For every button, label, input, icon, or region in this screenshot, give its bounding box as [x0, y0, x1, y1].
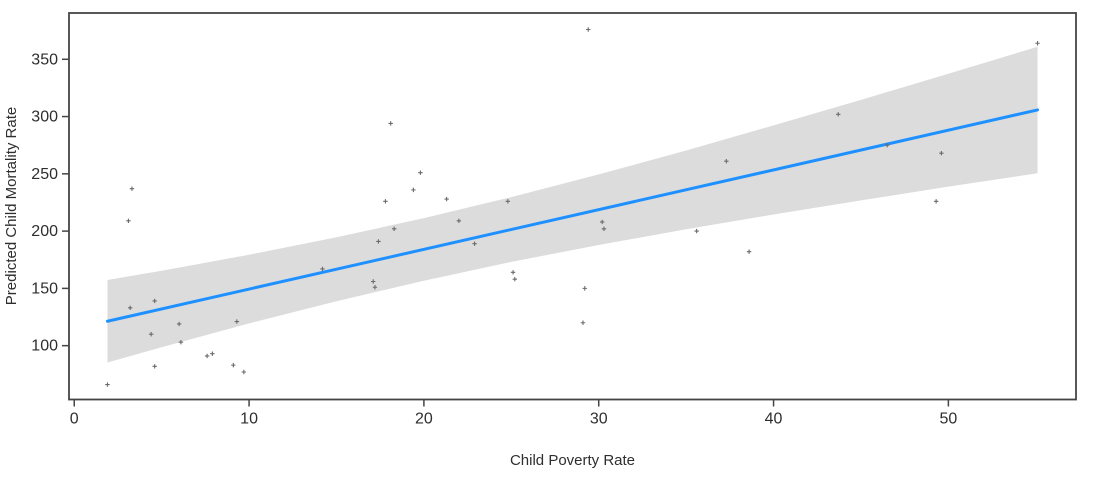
scatter-point [127, 305, 133, 311]
scatter-point [512, 277, 518, 282]
regression-line-layer [105, 108, 1040, 323]
axis-layer: 0 10 20 30 40 50 100 150 200 250 300 350 [31, 12, 1077, 428]
confidence-band [107, 46, 1038, 363]
x-tick-label: 20 [415, 411, 433, 428]
scatter-point [178, 340, 184, 345]
scatter-point [694, 228, 699, 234]
scatter-point [456, 218, 462, 223]
scatter-point [746, 249, 752, 254]
scatter-point [586, 27, 591, 32]
scatter-point [176, 321, 182, 327]
x-tick-label: 10 [240, 411, 258, 428]
regression-line [105, 108, 1040, 323]
scatter-point [505, 199, 511, 204]
scatter-point [1035, 41, 1040, 46]
scatter-point [231, 362, 236, 368]
scatter-point [391, 226, 397, 232]
scatter-point [388, 121, 393, 126]
y-tick-label: 150 [31, 280, 58, 297]
y-axis-title: Predicted Child Mortality Rate [3, 107, 20, 305]
scatter-point [600, 219, 605, 225]
scatter-point [152, 298, 157, 304]
plot-border [68, 12, 1077, 401]
x-axis-title: Child Poverty Rate [510, 452, 635, 469]
scatter-point [370, 279, 376, 284]
scatter-point [510, 270, 516, 275]
scatter-point [933, 199, 939, 204]
scatter-point [129, 186, 135, 191]
y-tick-label: 200 [31, 223, 58, 240]
scatter-point-layer [105, 27, 1040, 387]
scatter-point [376, 239, 381, 244]
scatter-point [411, 187, 416, 193]
scatter-point [383, 199, 388, 204]
scatter-point [724, 159, 729, 164]
x-tick-label: 40 [765, 411, 783, 428]
y-tick-label: 350 [31, 51, 58, 68]
scatter-point [939, 151, 944, 156]
scatter-point [204, 353, 210, 359]
x-tick-label: 0 [70, 411, 79, 428]
scatter-point [884, 142, 890, 148]
scatter-point [241, 369, 247, 375]
confidence-band-layer [107, 46, 1038, 363]
scatter-point [444, 196, 449, 202]
scatter-point [580, 320, 586, 325]
scatter-point [320, 266, 325, 272]
scatter-point [601, 226, 607, 232]
x-tick-label: 30 [590, 411, 608, 428]
scatter-point [472, 241, 477, 246]
scatter-point [148, 332, 154, 337]
scatter-point [234, 319, 240, 324]
y-tick-label: 100 [31, 338, 58, 355]
scatter-point [418, 170, 423, 175]
scatter-point [372, 285, 378, 290]
x-tick-label: 50 [939, 411, 957, 428]
scatter-point [105, 382, 110, 387]
y-tick-label: 300 [31, 109, 58, 126]
scatter-point [152, 364, 157, 369]
y-tick-label: 250 [31, 166, 58, 183]
scatter-point [126, 218, 131, 223]
scatter-point [210, 351, 215, 356]
scatter-point [582, 286, 587, 291]
scatter-point [836, 112, 841, 117]
